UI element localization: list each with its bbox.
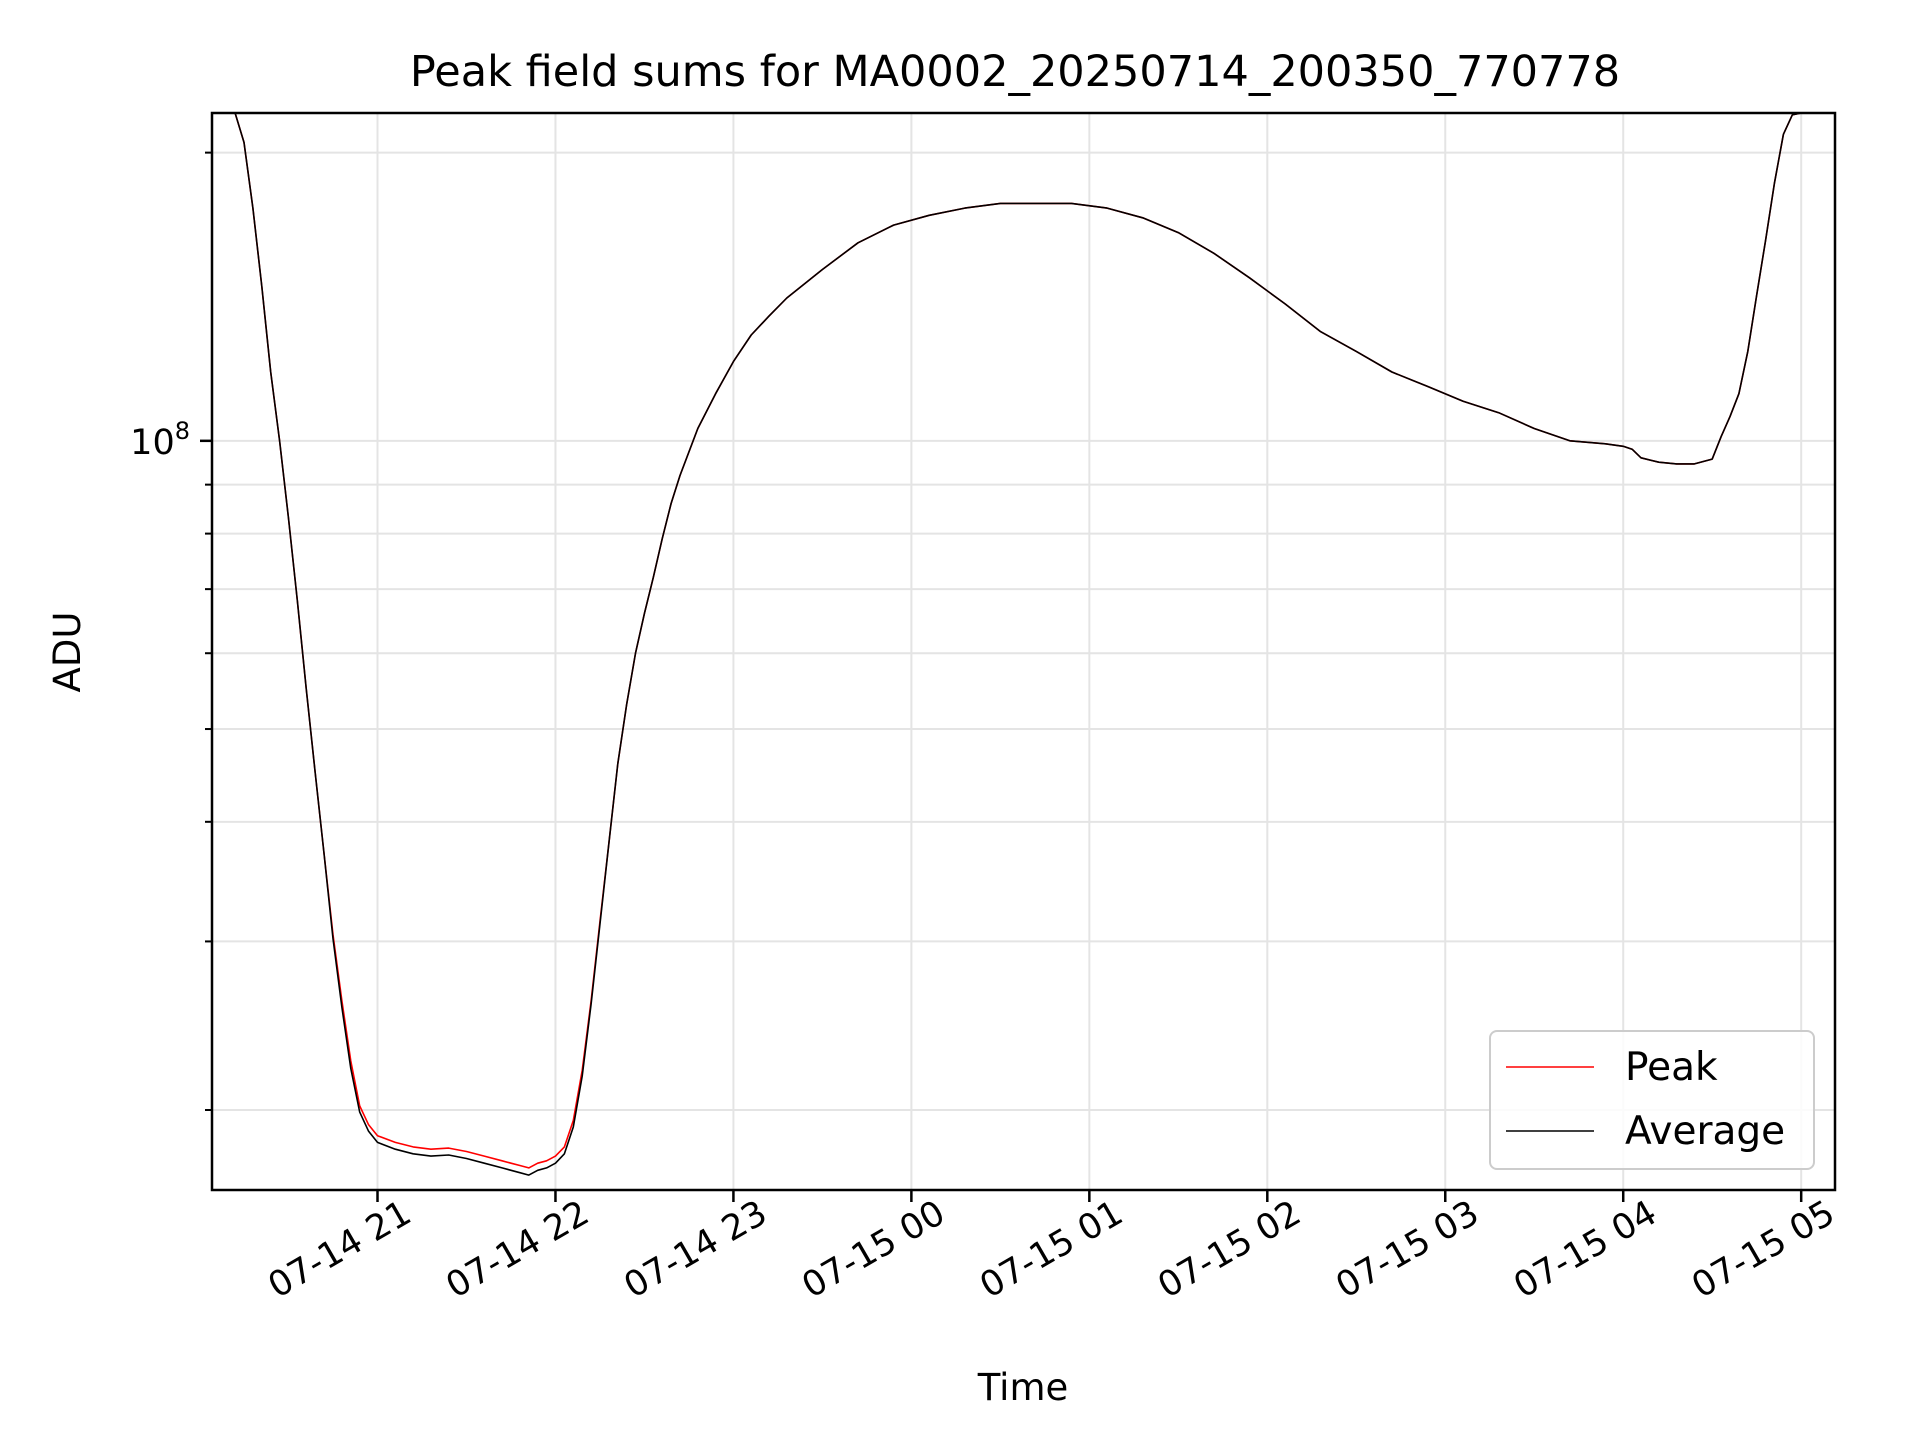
plot-frame	[210, 111, 1837, 1192]
y-tick-label-base: 10	[130, 423, 175, 463]
series-line-average	[234, 112, 1835, 1176]
series-lines	[234, 112, 1835, 1176]
y-axis-label: ADU	[46, 612, 89, 693]
x-axis-label: Time	[977, 1366, 1069, 1409]
y-tick-label: 108	[130, 417, 190, 463]
legend: Peak Average	[1489, 1030, 1815, 1170]
y-tick-label-exponent: 8	[175, 417, 190, 445]
y-ticks: 108	[130, 151, 212, 1112]
legend-label-peak: Peak	[1625, 1045, 1718, 1090]
chart-title: Peak field sums for MA0002_20250714_2003…	[410, 47, 1620, 97]
legend-box	[1489, 1030, 1815, 1170]
legend-label-average: Average	[1625, 1109, 1785, 1154]
